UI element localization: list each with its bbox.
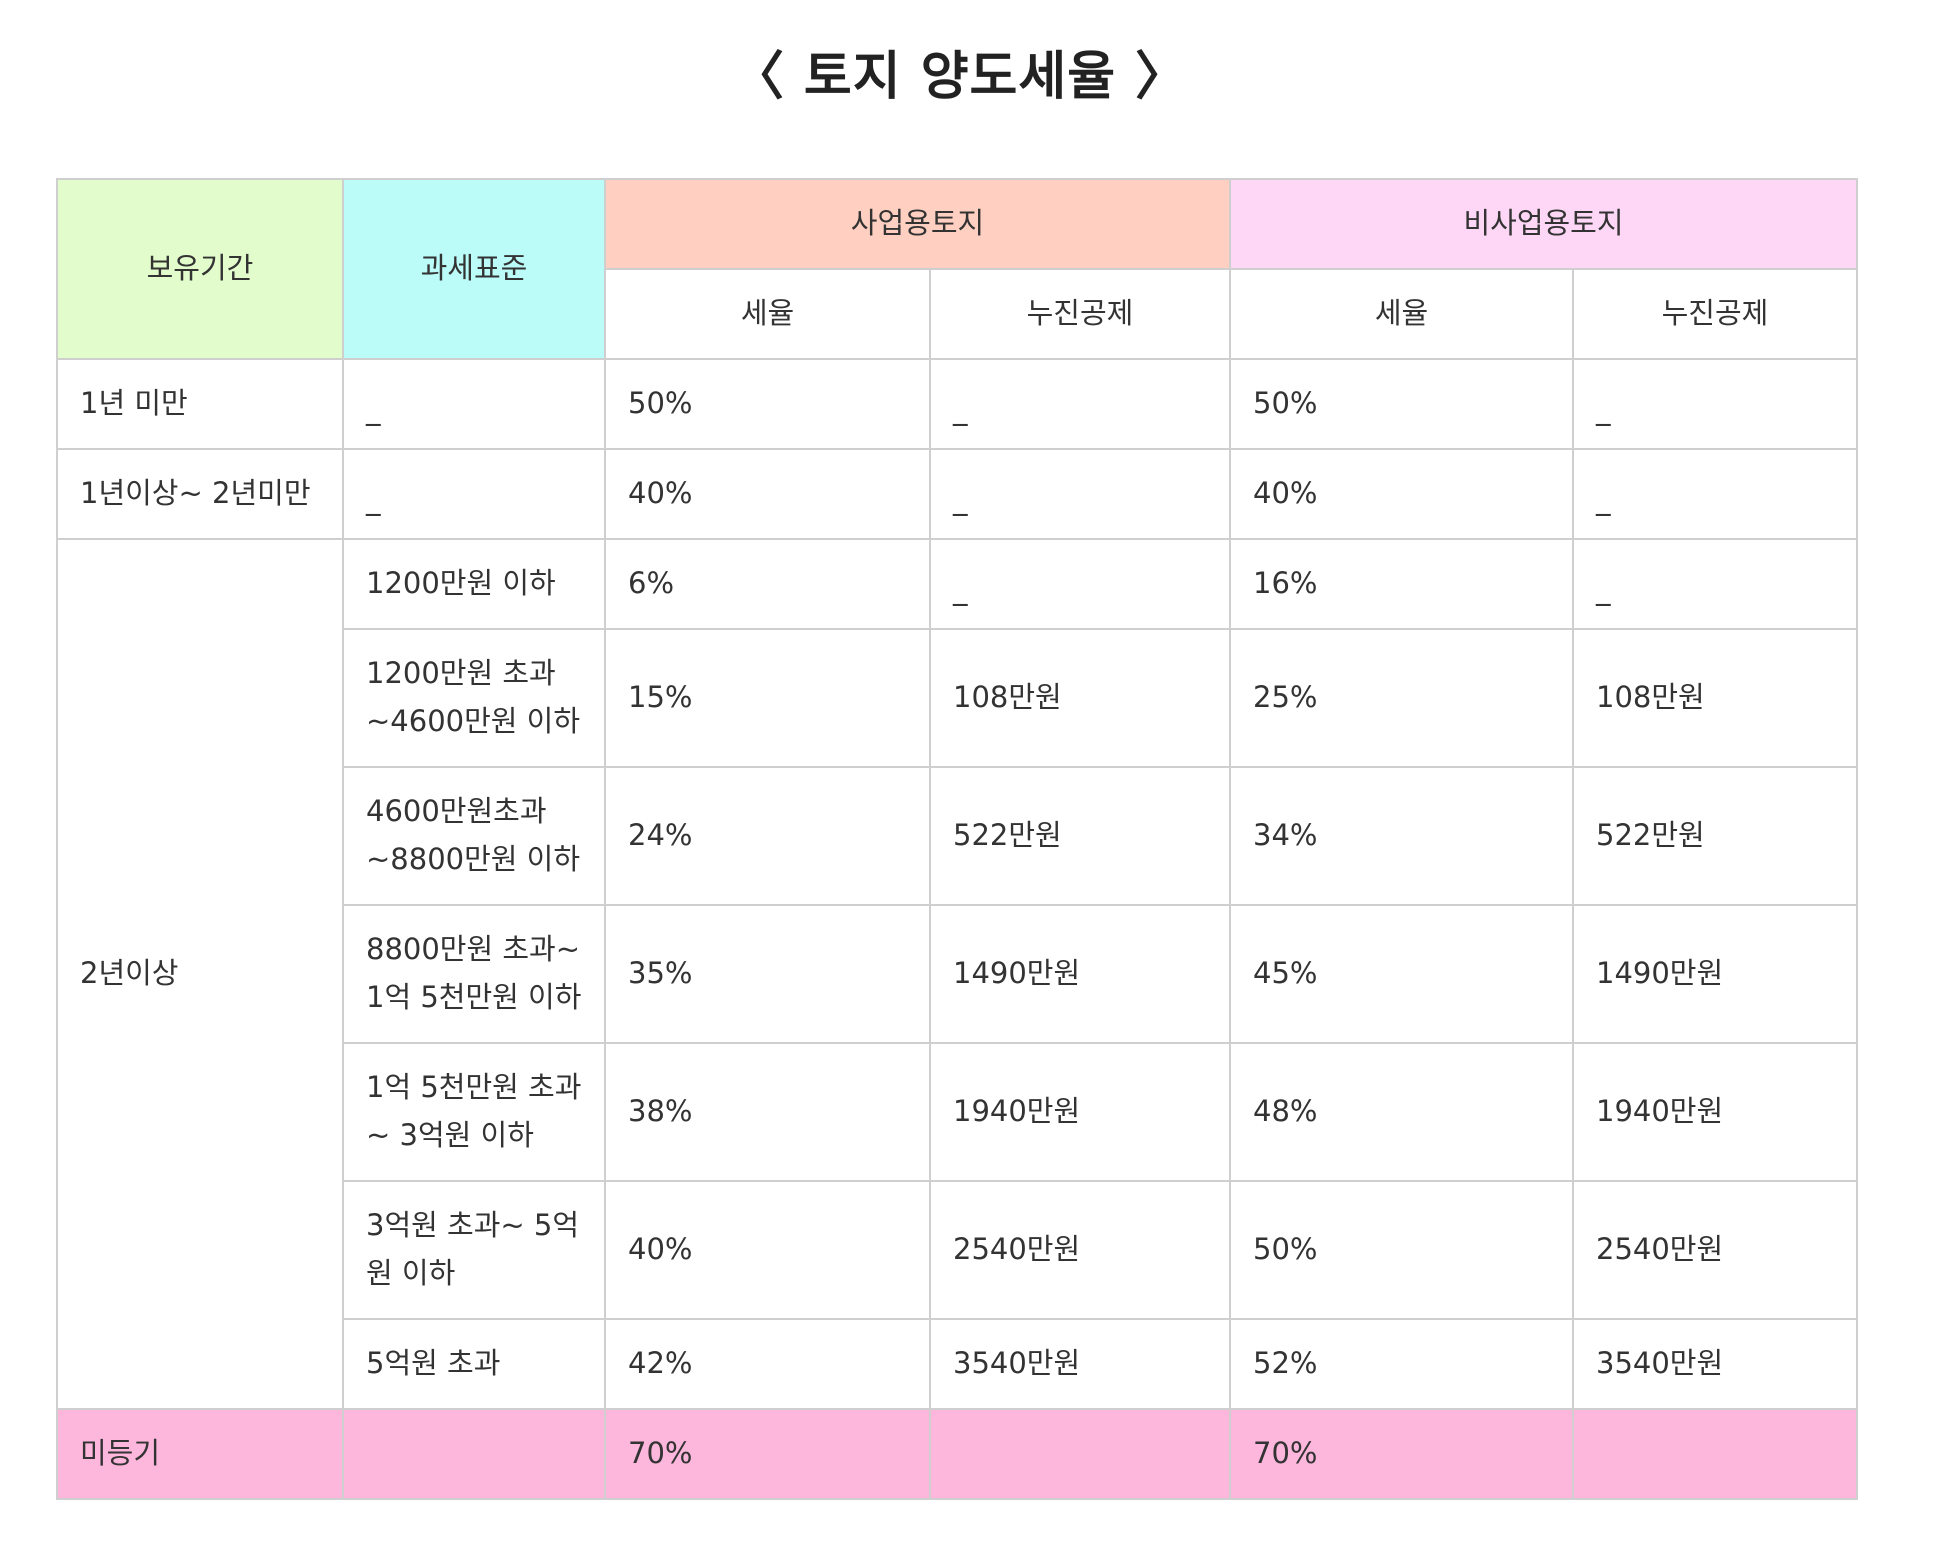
table-row: 1200만원 초과 ~4600만원 이하 15% 108만원 25% 108만원: [57, 628, 1858, 768]
non-business-deduction-cell: _: [1572, 538, 1858, 630]
business-rate-cell: 35%: [604, 904, 931, 1044]
table-row: 5억원 초과 42% 3540만원 52% 3540만원: [57, 1318, 1858, 1410]
business-rate-cell: 6%: [604, 538, 931, 630]
tax-base-cell: 1억 5천만원 초과 ~ 3억원 이하: [342, 1042, 606, 1182]
table-row: 2년이상 1200만원 이하 6% _ 16% _: [56, 538, 1858, 1410]
page-title: 〈 토지 양도세율 〉: [731, 47, 1189, 107]
business-deduction-cell: _: [929, 538, 1231, 630]
tax-base-cell: [342, 1408, 606, 1500]
business-deduction-cell: 1490만원: [929, 904, 1231, 1044]
non-business-deduction-cell: 1490만원: [1572, 904, 1858, 1044]
business-rate-cell: 24%: [604, 766, 931, 906]
business-rate-cell: 70%: [604, 1408, 931, 1500]
business-deduction-cell: 2540만원: [929, 1180, 1231, 1320]
business-rate-cell: 15%: [604, 628, 931, 768]
non-business-rate-cell: 50%: [1229, 1180, 1574, 1320]
tax-base-cell: _: [342, 358, 606, 450]
business-rate-cell: 40%: [604, 448, 931, 540]
table-row: 1년 미만 _ 50% _ 50% _: [56, 358, 1858, 450]
business-deduction-cell: _: [929, 448, 1231, 540]
business-rate-cell: 38%: [604, 1042, 931, 1182]
business-deduction-cell: [929, 1408, 1231, 1500]
business-rate-cell: 50%: [604, 358, 931, 450]
header-business-deduction: 누진공제: [929, 268, 1231, 360]
tax-base-cell: 8800만원 초과~ 1억 5천만원 이하: [342, 904, 606, 1044]
tax-base-cell: 4600만원초과 ~8800만원 이하: [342, 766, 606, 906]
business-deduction-cell: 3540만원: [929, 1318, 1231, 1410]
non-business-deduction-cell: [1572, 1408, 1858, 1500]
non-business-rate-cell: 16%: [1229, 538, 1574, 630]
header-non-business-rate: 세율: [1229, 268, 1574, 360]
business-rate-cell: 40%: [604, 1180, 931, 1320]
non-business-rate-cell: 25%: [1229, 628, 1574, 768]
table-row: 1년이상~ 2년미만 _ 40% _ 40% _: [56, 448, 1858, 540]
business-deduction-cell: 108만원: [929, 628, 1231, 768]
non-business-rate-cell: 40%: [1229, 448, 1574, 540]
header-tax-base: 과세표준: [342, 178, 606, 360]
period-cell: 미등기: [56, 1408, 344, 1500]
non-business-deduction-cell: 3540만원: [1572, 1318, 1858, 1410]
non-business-rate-cell: 52%: [1229, 1318, 1574, 1410]
land-transfer-tax-table: 보유기간 과세표준 사업용토지 비사업용토지 세율 누진공제 세율 누진공제 1…: [56, 178, 1858, 1500]
unregistered-row: 미등기 70% 70%: [56, 1408, 1858, 1500]
non-business-deduction-cell: 522만원: [1572, 766, 1858, 906]
non-business-rate-cell: 50%: [1229, 358, 1574, 450]
period-cell: 1년이상~ 2년미만: [56, 448, 344, 540]
header-non-business-deduction: 누진공제: [1572, 268, 1858, 360]
tax-base-cell: 5억원 초과: [342, 1318, 606, 1410]
non-business-deduction-cell: 2540만원: [1572, 1180, 1858, 1320]
table-row: 3억원 초과~ 5억 원 이하 40% 2540만원 50% 2540만원: [57, 1180, 1858, 1320]
business-deduction-cell: 1940만원: [929, 1042, 1231, 1182]
non-business-rate-cell: 45%: [1229, 904, 1574, 1044]
non-business-deduction-cell: 1940만원: [1572, 1042, 1858, 1182]
header-period: 보유기간: [56, 178, 344, 360]
non-business-rate-cell: 70%: [1229, 1408, 1574, 1500]
business-deduction-cell: _: [929, 358, 1231, 450]
non-business-deduction-cell: 108만원: [1572, 628, 1858, 768]
table-row: 8800만원 초과~ 1억 5천만원 이하 35% 1490만원 45% 1490…: [57, 904, 1858, 1044]
header-business-rate: 세율: [604, 268, 931, 360]
non-business-rate-cell: 34%: [1229, 766, 1574, 906]
tax-base-cell: 1200만원 초과 ~4600만원 이하: [342, 628, 606, 768]
table-row: 4600만원초과 ~8800만원 이하 24% 522만원 34% 522만원: [57, 766, 1858, 906]
business-deduction-cell: 522만원: [929, 766, 1231, 906]
non-business-deduction-cell: _: [1572, 358, 1858, 450]
table-row: 1억 5천만원 초과 ~ 3억원 이하 38% 1940만원 48% 1940만원: [57, 1042, 1858, 1182]
header-business-land: 사업용토지: [604, 178, 1231, 270]
tax-base-cell: _: [342, 448, 606, 540]
tax-base-cell: 3억원 초과~ 5억 원 이하: [342, 1180, 606, 1320]
non-business-deduction-cell: _: [1572, 448, 1858, 540]
period-cell: 1년 미만: [56, 358, 344, 450]
non-business-rate-cell: 48%: [1229, 1042, 1574, 1182]
tax-base-cell: 1200만원 이하: [342, 538, 606, 630]
business-rate-cell: 42%: [604, 1318, 931, 1410]
header-non-business-land: 비사업용토지: [1229, 178, 1858, 270]
period-cell: 2년이상: [56, 538, 344, 1410]
